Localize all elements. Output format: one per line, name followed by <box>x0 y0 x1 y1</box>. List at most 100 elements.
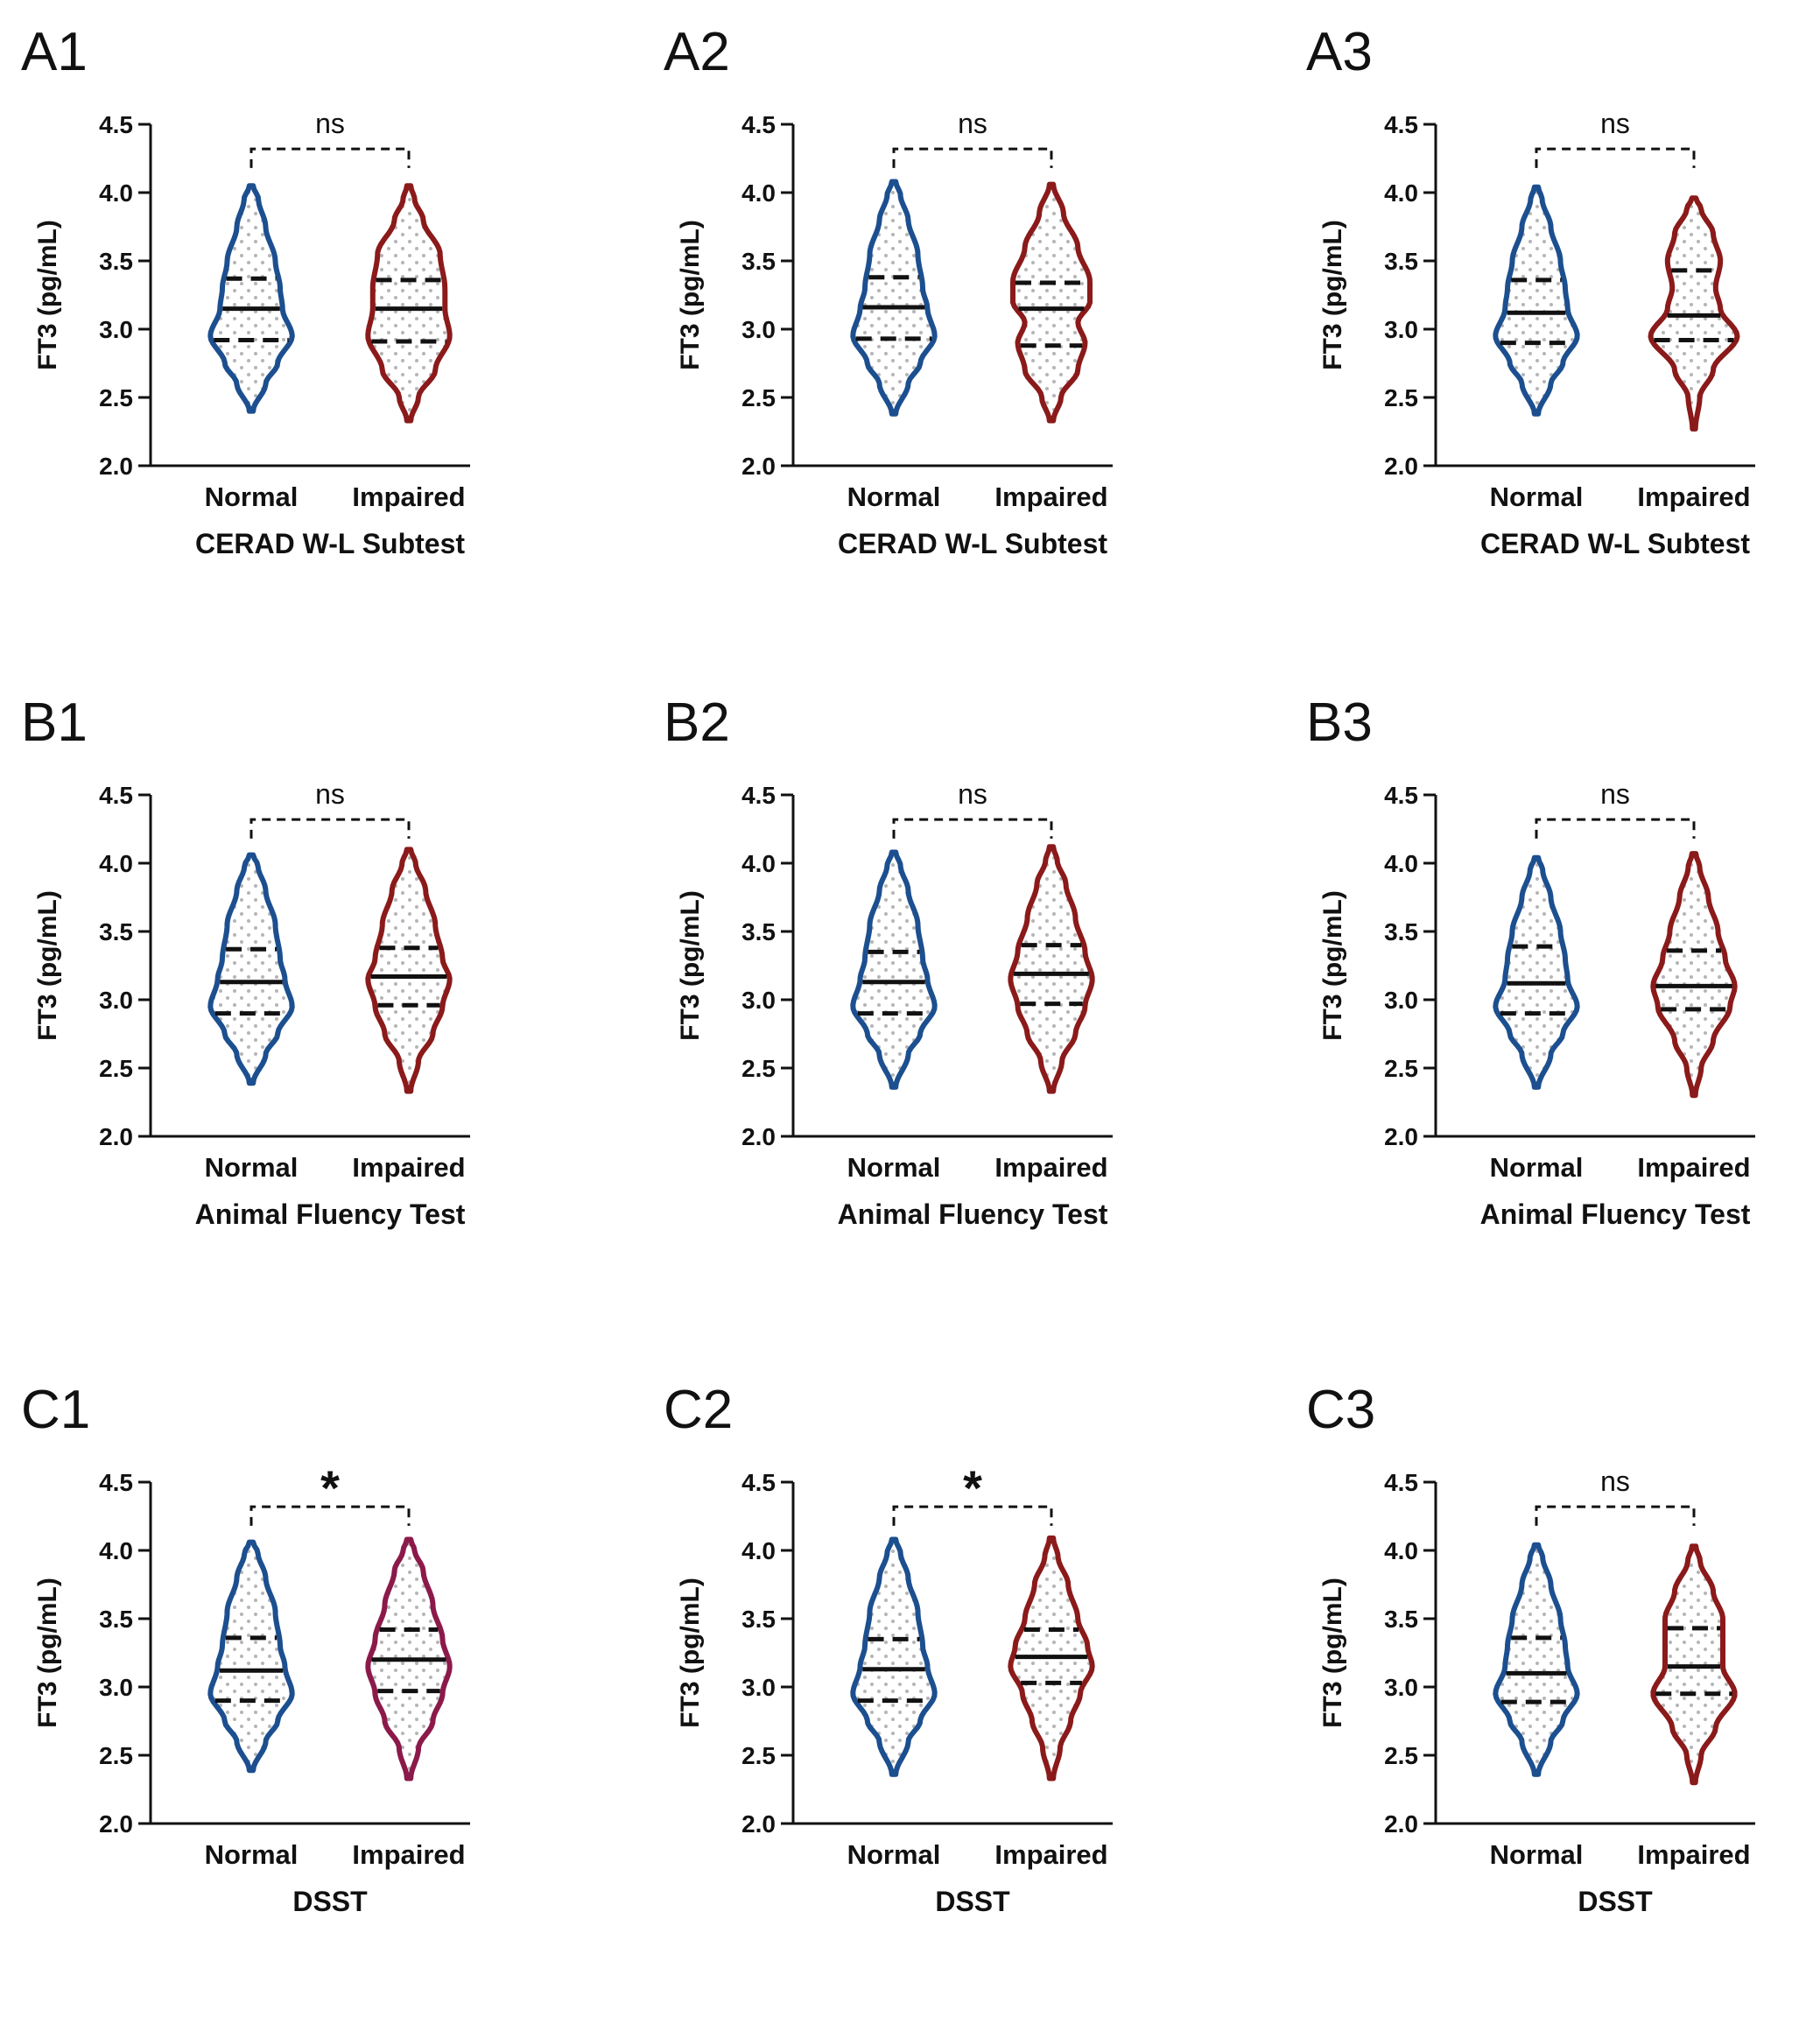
violin-body <box>365 183 453 424</box>
y-tick-label: 3.5 <box>1384 918 1418 945</box>
panel-title: B3 <box>1306 692 1373 753</box>
y-tick-label: 2.0 <box>1384 1810 1418 1838</box>
violin-normal <box>850 179 938 417</box>
violin-normal <box>1493 1542 1580 1777</box>
panel-a2: A2 FT3 (pg/mL) 2.0 2.5 3.0 3.5 4.0 4.5 Normal Imp… <box>664 22 1113 559</box>
y-tick-label: 4.0 <box>99 1537 133 1564</box>
y-axis-label: FT3 (pg/mL) <box>1318 220 1347 370</box>
violin-normal <box>207 1539 295 1774</box>
significance-label: ns <box>958 108 987 139</box>
violin-normal <box>850 849 938 1090</box>
y-tick-label: 3.5 <box>1384 1606 1418 1633</box>
panel-a1: A1 FT3 (pg/mL) 2.0 2.5 3.0 3.5 4.0 4.5 Normal Imp… <box>21 22 470 559</box>
y-tick-label: 2.5 <box>99 384 133 411</box>
violin-impaired <box>1010 181 1093 424</box>
significance-label: * <box>320 1460 340 1515</box>
y-tick-label: 2.5 <box>1384 384 1418 411</box>
violin-impaired <box>1650 851 1738 1099</box>
y-tick-label: 2.0 <box>1384 1123 1418 1150</box>
y-tick-label: 2.0 <box>1384 453 1418 480</box>
x-category-label: Impaired <box>352 1152 465 1183</box>
significance-bracket <box>1535 1505 1696 1526</box>
panel-title: B1 <box>21 692 88 753</box>
y-tick-label: 2.5 <box>99 1055 133 1082</box>
significance-bracket <box>892 147 1053 168</box>
y-tick-label: 2.5 <box>99 1742 133 1769</box>
y-tick-label: 3.0 <box>1384 987 1418 1014</box>
x-category-label: Impaired <box>1637 481 1750 512</box>
y-tick-label: 2.5 <box>1384 1742 1418 1769</box>
significance-label: ns <box>1600 1465 1630 1497</box>
panel-title: A2 <box>664 22 730 82</box>
y-tick-label: 3.0 <box>99 316 133 343</box>
panel-b2: B2 FT3 (pg/mL) 2.0 2.5 3.0 3.5 4.0 4.5 Normal Imp… <box>664 692 1113 1230</box>
panel-title: C1 <box>21 1380 90 1440</box>
violin-body <box>850 179 938 417</box>
significance-bracket <box>249 1505 411 1526</box>
panel-c1: C1 FT3 (pg/mL) 2.0 2.5 3.0 3.5 4.0 4.5 Normal Imp… <box>21 1380 470 1917</box>
y-tick-label: 3.0 <box>741 1674 776 1701</box>
x-category-label: Normal <box>1490 481 1584 512</box>
x-category-label: Normal <box>1490 1152 1584 1183</box>
y-tick-label: 3.5 <box>741 918 776 945</box>
y-axis-label: FT3 (pg/mL) <box>676 220 705 370</box>
y-tick-label: 3.0 <box>1384 1674 1418 1701</box>
y-tick-label: 2.5 <box>741 384 776 411</box>
x-axis-title: DSST <box>935 1886 1010 1917</box>
y-tick-label: 3.5 <box>99 1606 133 1633</box>
y-tick-label: 3.0 <box>741 316 776 343</box>
significance-bracket <box>892 1505 1053 1526</box>
violin-normal <box>207 852 295 1086</box>
violin-normal <box>1493 184 1580 417</box>
y-tick-label: 2.0 <box>741 1810 776 1838</box>
panel-b1: B1 FT3 (pg/mL) 2.0 2.5 3.0 3.5 4.0 4.5 Normal Imp… <box>21 692 470 1230</box>
violin-impaired <box>365 1536 453 1782</box>
violin-body <box>1650 851 1738 1099</box>
significance-label: ns <box>315 108 345 139</box>
violin-impaired <box>1648 195 1740 432</box>
y-tick-label: 4.0 <box>1384 850 1418 877</box>
violin-impaired <box>1650 1543 1738 1786</box>
violin-body <box>1493 1542 1580 1777</box>
x-category-label: Normal <box>847 1839 941 1870</box>
y-tick-label: 3.5 <box>741 1606 776 1633</box>
significance-label: * <box>963 1460 982 1515</box>
x-category-label: Impaired <box>994 1839 1107 1870</box>
y-tick-label: 4.5 <box>1384 782 1418 809</box>
y-tick-label: 4.5 <box>1384 111 1418 138</box>
x-category-label: Normal <box>847 481 941 512</box>
y-tick-label: 4.0 <box>1384 179 1418 207</box>
y-tick-label: 4.5 <box>99 111 133 138</box>
y-tick-label: 4.5 <box>741 782 776 809</box>
significance-label: ns <box>1600 108 1630 139</box>
violin-normal <box>850 1536 938 1777</box>
y-tick-label: 2.5 <box>741 1742 776 1769</box>
violin-body <box>850 1536 938 1777</box>
y-tick-label: 2.5 <box>1384 1055 1418 1082</box>
y-tick-label: 3.5 <box>741 248 776 275</box>
violin-body <box>207 1539 295 1774</box>
y-tick-label: 2.0 <box>741 453 776 480</box>
violin-body <box>207 852 295 1086</box>
y-tick-label: 2.0 <box>99 1123 133 1150</box>
significance-label: ns <box>315 778 345 810</box>
x-axis-title: Animal Fluency Test <box>1480 1198 1751 1230</box>
y-tick-label: 2.0 <box>99 1810 133 1838</box>
significance-bracket <box>1535 147 1696 168</box>
panel-title: B2 <box>664 692 730 753</box>
x-category-label: Impaired <box>994 1152 1107 1183</box>
y-tick-label: 3.0 <box>99 1674 133 1701</box>
x-category-label: Normal <box>1490 1839 1584 1870</box>
violin-body <box>365 847 453 1094</box>
y-tick-label: 4.5 <box>1384 1469 1418 1496</box>
violin-body <box>207 183 295 414</box>
panel-title: C2 <box>664 1380 733 1440</box>
x-axis-title: CERAD W-L Subtest <box>195 528 465 559</box>
significance-label: ns <box>1600 778 1630 810</box>
significance-bracket <box>249 818 411 839</box>
panel-title: A1 <box>21 22 88 82</box>
x-axis-title: Animal Fluency Test <box>838 1198 1108 1230</box>
y-tick-label: 3.0 <box>1384 316 1418 343</box>
y-axis-label: FT3 (pg/mL) <box>33 890 62 1041</box>
